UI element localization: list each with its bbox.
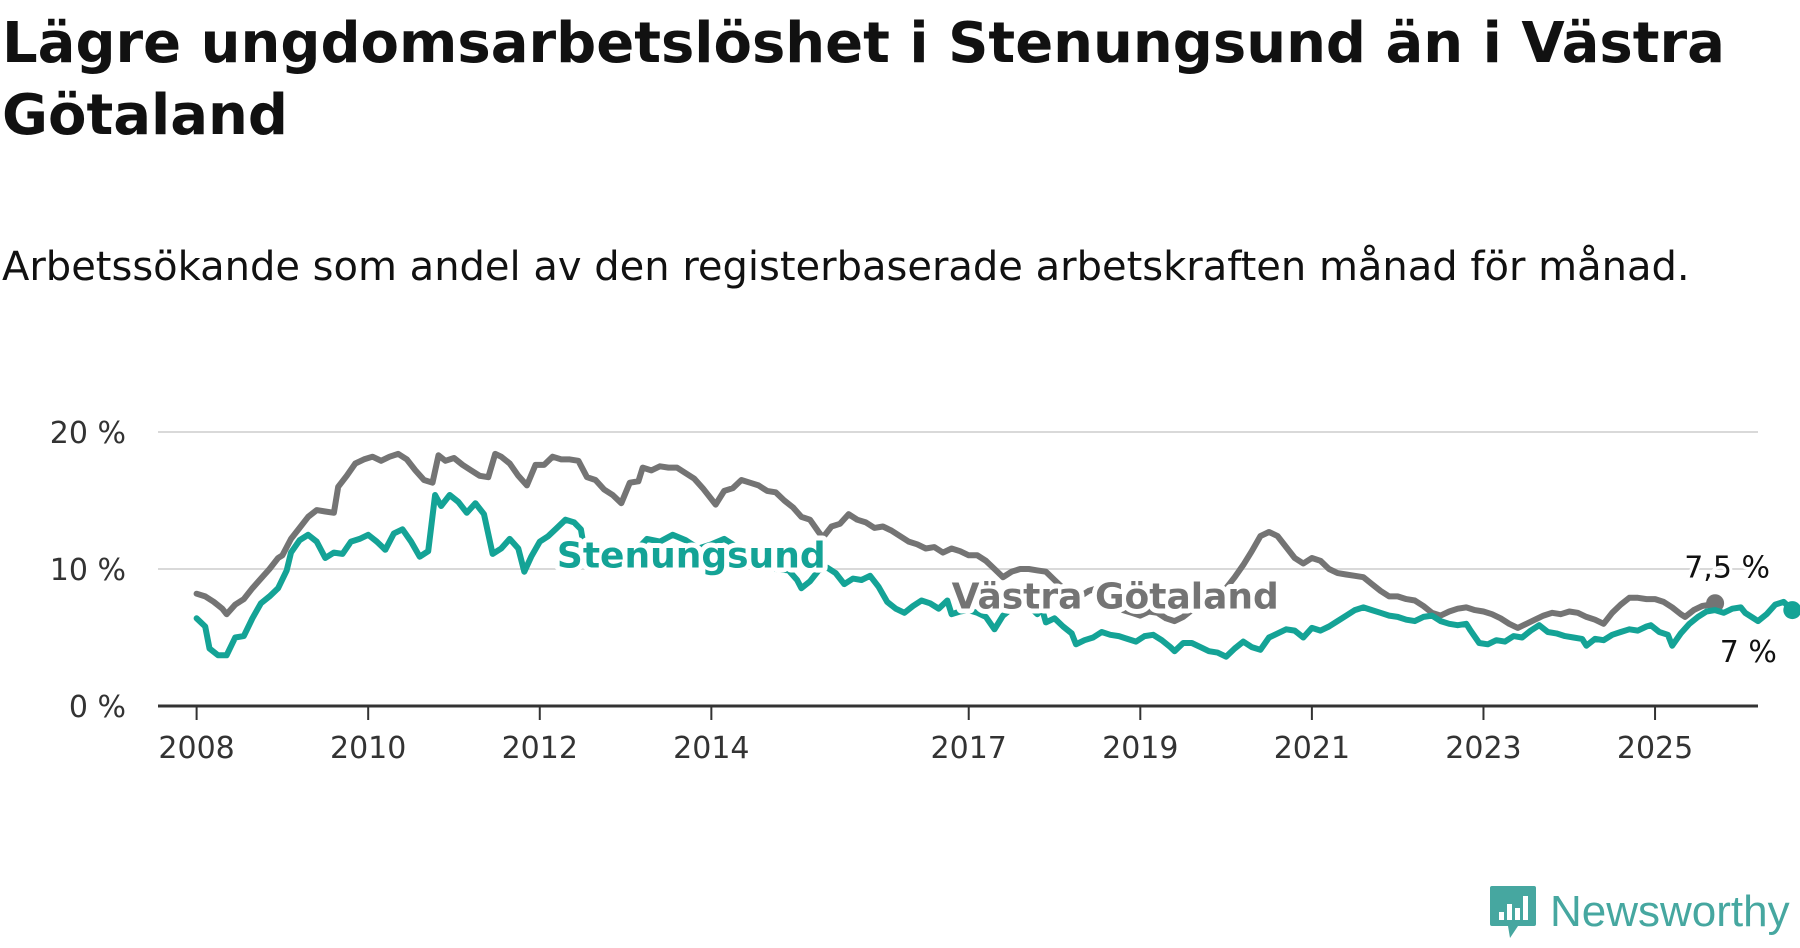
x-tick-label: 2008 bbox=[158, 731, 234, 766]
x-tick-label: 2023 bbox=[1445, 731, 1521, 766]
x-tick-label: 2012 bbox=[502, 731, 578, 766]
series-line-stenungsund bbox=[193, 492, 1796, 660]
grid-layer bbox=[158, 431, 1758, 570]
series-label: Stenungsund bbox=[557, 535, 826, 576]
series-label: Västra Götaland bbox=[952, 576, 1279, 617]
series-line-v-stra-g-taland bbox=[193, 450, 1719, 631]
y-tick-label: 20 % bbox=[50, 416, 126, 451]
newsworthy-logo-icon bbox=[1490, 886, 1536, 938]
x-tick-label: 2019 bbox=[1102, 731, 1178, 766]
series-layer bbox=[193, 450, 1800, 660]
x-tick-label: 2017 bbox=[931, 731, 1007, 766]
series-end-point bbox=[1706, 594, 1725, 613]
chart-title: Lägre ungdomsarbetslöshet i Stenungsund … bbox=[2, 11, 1725, 148]
line-chart: 0 % 10 % 20 % 2008 2010 2012 2014 2017 2019 2021 2… bbox=[50, 416, 1800, 766]
y-tick-label: 10 % bbox=[50, 553, 126, 588]
axis-layer: 0 % 10 % 20 % 2008 2010 2012 2014 2017 2019 2021 2… bbox=[50, 416, 1758, 766]
y-tick-label: 0 % bbox=[69, 690, 126, 725]
x-tick-label: 2021 bbox=[1274, 731, 1350, 766]
label-layer: Västra Götaland Stenungsund 7,5 % 7 % bbox=[552, 530, 1780, 673]
newsworthy-logo: Newsworthy bbox=[1488, 884, 1790, 940]
series-end-label: 7,5 % bbox=[1684, 550, 1770, 585]
x-tick-label: 2014 bbox=[673, 731, 749, 766]
chart-subtitle: Arbetssökande som andel av den registerb… bbox=[2, 244, 1690, 290]
x-tick-label: 2025 bbox=[1617, 731, 1693, 766]
series-end-label: 7 % bbox=[1720, 635, 1777, 670]
series-end-point bbox=[1783, 601, 1800, 620]
x-tick-label: 2010 bbox=[330, 731, 406, 766]
newsworthy-logo-text: Newsworthy bbox=[1550, 887, 1790, 936]
